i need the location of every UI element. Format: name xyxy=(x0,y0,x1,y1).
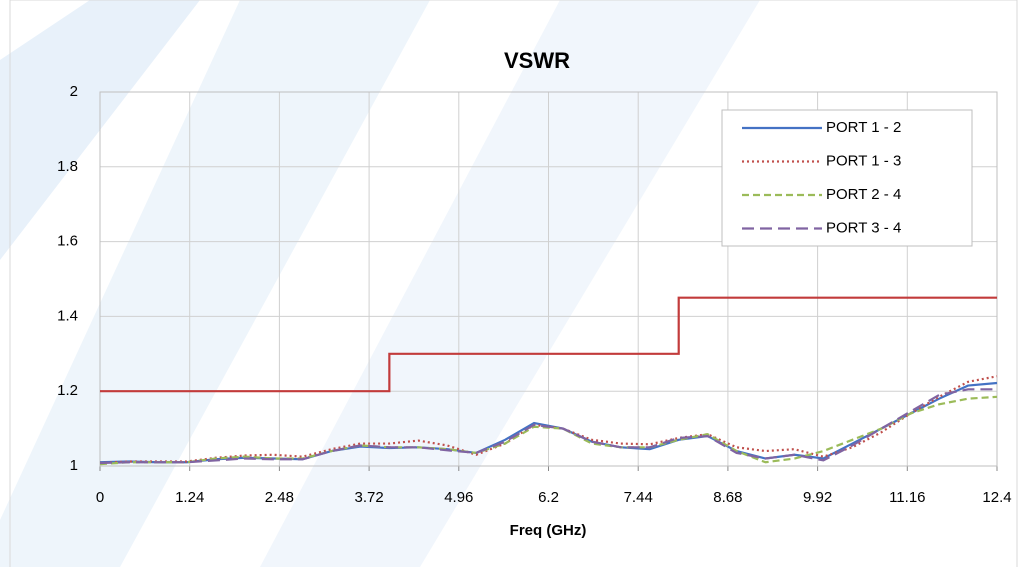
legend xyxy=(721,109,973,247)
plot-border xyxy=(99,91,998,467)
watermark xyxy=(0,0,430,567)
x-tick-label: 2.48 xyxy=(265,489,294,506)
x-tick-label: 11.16 xyxy=(889,489,925,506)
legend-label: PORT 2 - 4 xyxy=(826,186,901,203)
x-tick-label: 9.92 xyxy=(803,489,832,506)
y-tick-label: 1.2 xyxy=(57,382,78,399)
limit-line xyxy=(100,296,997,393)
legend-label: PORT 1 - 3 xyxy=(826,152,901,169)
x-axis-label: Freq (GHz) xyxy=(510,522,587,539)
x-tick-label: 0 xyxy=(96,489,104,506)
legend-label: PORT 3 - 4 xyxy=(826,219,901,236)
x-tick-label: 4.96 xyxy=(444,489,473,506)
x-tick-label: 1.24 xyxy=(175,489,204,506)
x-tick-label: 3.72 xyxy=(354,489,383,506)
watermark xyxy=(260,0,760,567)
y-tick-label: 2 xyxy=(70,83,78,100)
legend-label: PORT 1 - 2 xyxy=(826,119,901,136)
y-tick-label: 1.4 xyxy=(57,307,78,324)
y-tick-label: 1 xyxy=(70,457,78,474)
y-tick-label: 1.6 xyxy=(57,233,78,250)
x-tick-label: 6.2 xyxy=(538,489,559,506)
x-tick-label: 7.44 xyxy=(624,489,653,506)
series-line xyxy=(99,388,997,465)
x-tick-label: 8.68 xyxy=(713,489,742,506)
y-tick-label: 1.8 xyxy=(57,158,78,175)
x-tick-label: 12.4 xyxy=(982,489,1011,506)
chart-title: VSWR xyxy=(504,48,570,73)
